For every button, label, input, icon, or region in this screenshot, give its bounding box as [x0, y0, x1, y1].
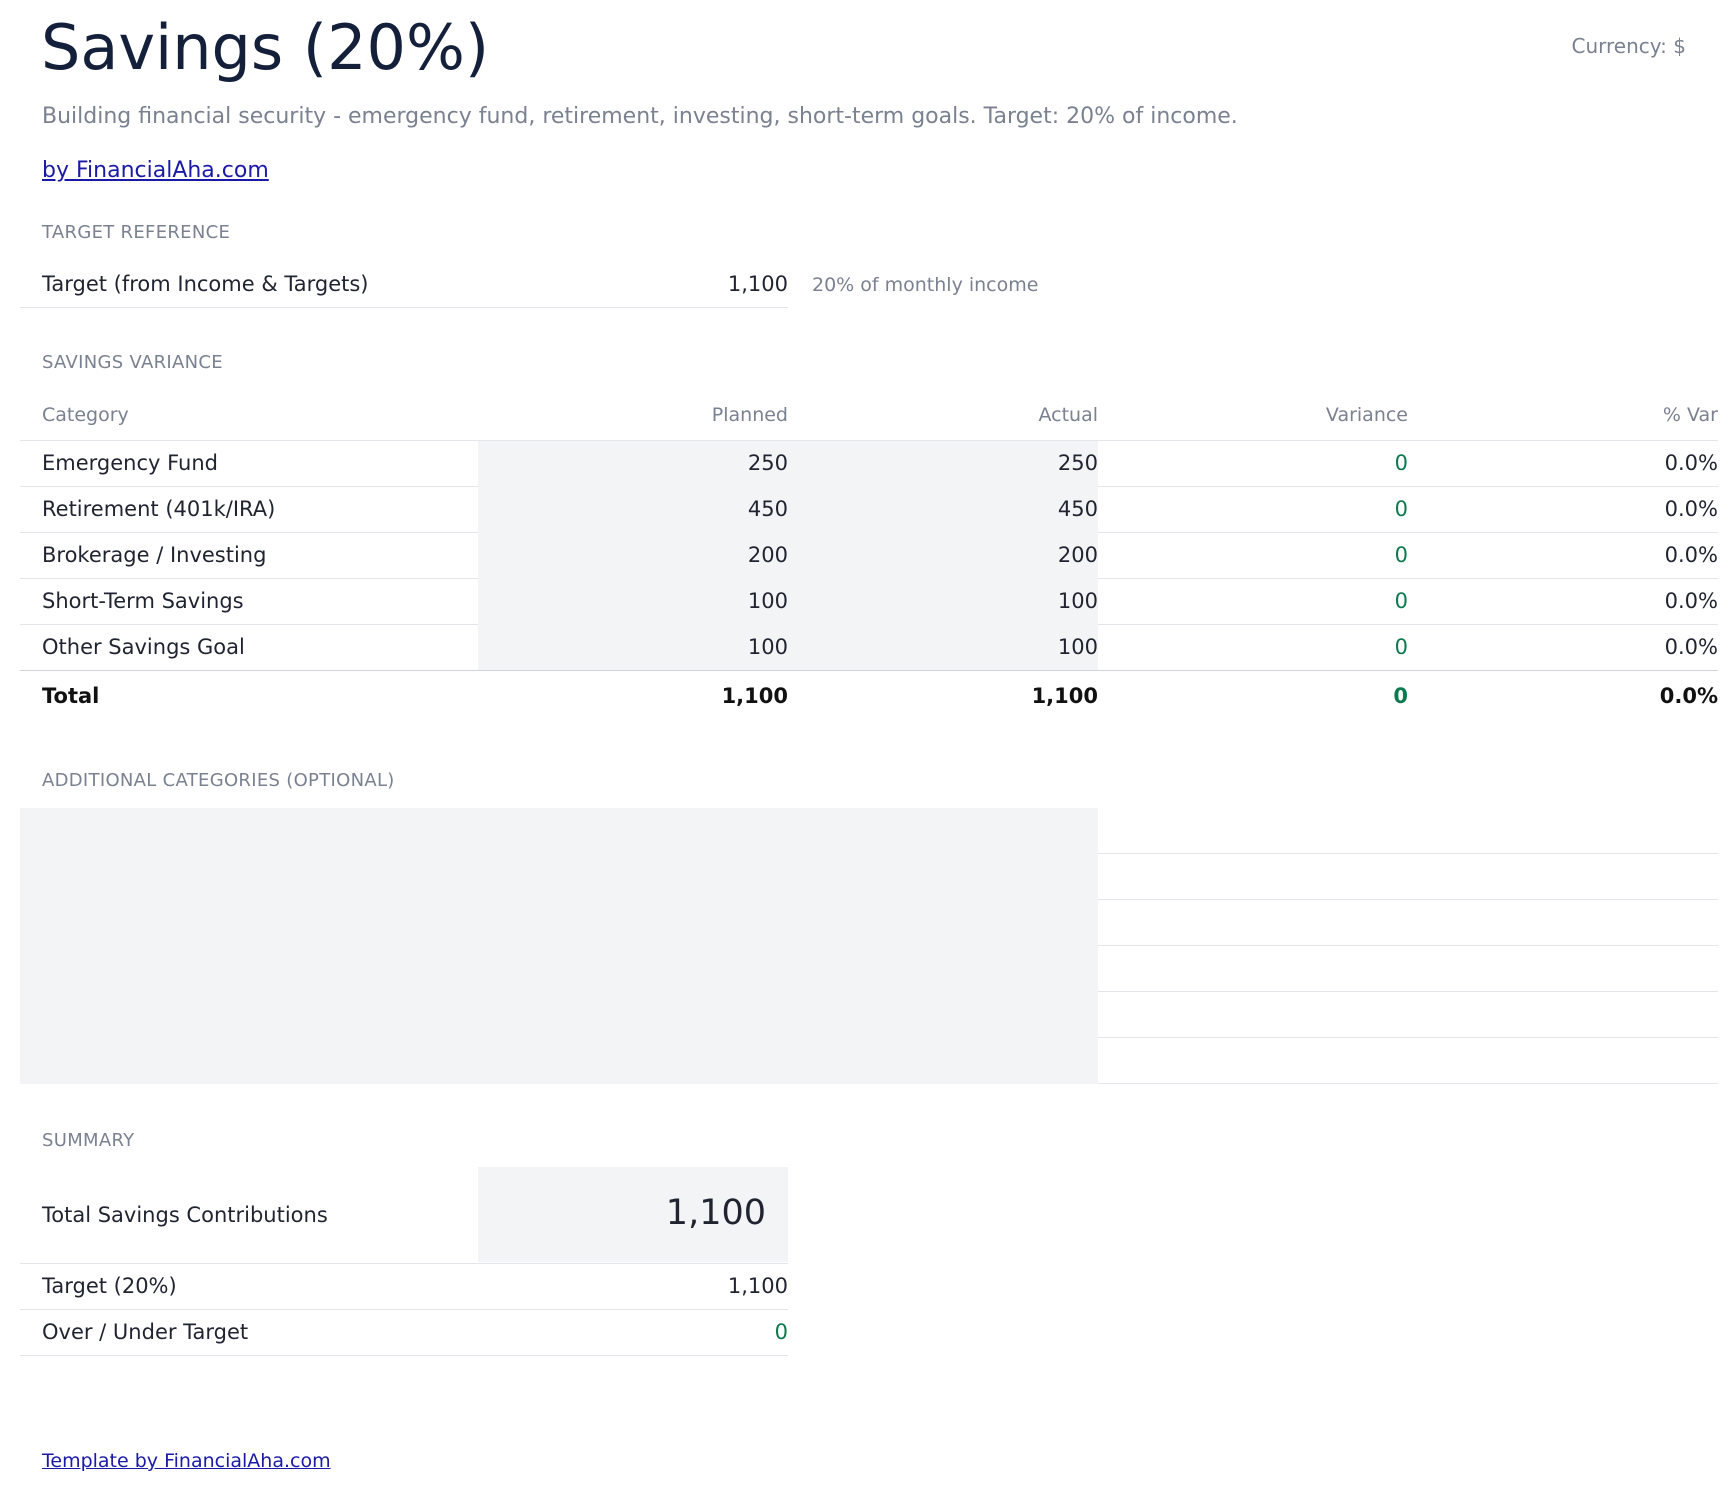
row-pct-var: 0.0%: [1664, 497, 1718, 521]
row-planned-input[interactable]: 250: [747, 451, 788, 475]
row-variance: 0: [1394, 451, 1408, 475]
column-header-pct-var: % Var: [1662, 404, 1718, 426]
divider: [20, 624, 478, 625]
row-variance: 0: [1394, 543, 1408, 567]
divider: [1098, 532, 1718, 533]
column-header-actual: Actual: [1038, 404, 1098, 426]
divider: [20, 1263, 788, 1264]
divider: [20, 486, 478, 487]
divider: [1098, 578, 1718, 579]
row-category: Short-Term Savings: [42, 589, 244, 613]
column-header-variance: Variance: [1325, 404, 1408, 426]
summary-target-label: Target (20%): [42, 1274, 177, 1298]
row-pct-var: 0.0%: [1664, 589, 1718, 613]
target-reference-note: 20% of monthly income: [812, 274, 1039, 296]
divider: [20, 578, 478, 579]
input-area: [478, 441, 1098, 671]
divider: [1098, 945, 1718, 946]
row-actual-input[interactable]: 100: [1057, 635, 1098, 659]
section-label-savings-variance: SAVINGS VARIANCE: [42, 352, 223, 373]
divider: [1098, 624, 1718, 625]
total-planned: 1,100: [721, 684, 788, 708]
row-category: Brokerage / Investing: [42, 543, 267, 567]
summary-total-value: 1,100: [665, 1193, 766, 1233]
row-pct-var: 0.0%: [1664, 451, 1718, 475]
divider: [1098, 1083, 1718, 1084]
row-category: Emergency Fund: [42, 451, 218, 475]
row-planned-input[interactable]: 200: [747, 543, 788, 567]
footer-link[interactable]: Template by FinancialAha.com: [42, 1450, 331, 1472]
row-category: Other Savings Goal: [42, 635, 245, 659]
row-actual-input[interactable]: 200: [1057, 543, 1098, 567]
row-pct-var: 0.0%: [1664, 635, 1718, 659]
row-pct-var: 0.0%: [1664, 543, 1718, 567]
section-label-additional-categories: ADDITIONAL CATEGORIES (OPTIONAL): [42, 770, 395, 791]
section-label-summary: SUMMARY: [42, 1130, 135, 1151]
total-actual: 1,100: [1031, 684, 1098, 708]
row-actual-input[interactable]: 100: [1057, 589, 1098, 613]
row-planned-input[interactable]: 100: [747, 589, 788, 613]
row-variance: 0: [1394, 497, 1408, 521]
row-planned-input[interactable]: 100: [747, 635, 788, 659]
divider: [20, 1309, 788, 1310]
total-variance: 0: [1393, 684, 1408, 708]
column-header-category: Category: [42, 404, 129, 426]
target-reference-value: 1,100: [727, 272, 788, 296]
column-header-planned: Planned: [711, 404, 788, 426]
summary-total-label: Total Savings Contributions: [42, 1203, 328, 1227]
row-variance: 0: [1394, 635, 1408, 659]
divider: [20, 532, 478, 533]
section-label-target-reference: TARGET REFERENCE: [42, 222, 231, 243]
summary-target-value: 1,100: [727, 1274, 788, 1298]
target-reference-label: Target (from Income & Targets): [42, 272, 369, 296]
divider: [1098, 1037, 1718, 1038]
total-pct-var: 0.0%: [1659, 684, 1718, 708]
row-actual-input[interactable]: 450: [1057, 497, 1098, 521]
divider: [20, 670, 1718, 671]
summary-total-box: [478, 1167, 788, 1262]
summary-over-under-label: Over / Under Target: [42, 1320, 249, 1344]
row-category: Retirement (401k/IRA): [42, 497, 276, 521]
divider: [1098, 991, 1718, 992]
divider: [20, 307, 788, 308]
divider: [1098, 899, 1718, 900]
total-label: Total: [42, 684, 100, 708]
additional-categories-input-area[interactable]: [20, 808, 1098, 1084]
row-variance: 0: [1394, 589, 1408, 613]
row-planned-input[interactable]: 450: [747, 497, 788, 521]
page-title: Savings (20%): [41, 11, 490, 84]
divider: [20, 440, 1718, 441]
brand-link[interactable]: by FinancialAha.com: [42, 158, 269, 183]
divider: [20, 1355, 788, 1356]
row-actual-input[interactable]: 250: [1057, 451, 1098, 475]
divider: [1098, 853, 1718, 854]
summary-over-under-value: 0: [774, 1320, 788, 1344]
divider: [1098, 486, 1718, 487]
page-subtitle: Building financial security - emergency …: [42, 104, 1238, 129]
currency-label: Currency: $: [1571, 34, 1686, 58]
